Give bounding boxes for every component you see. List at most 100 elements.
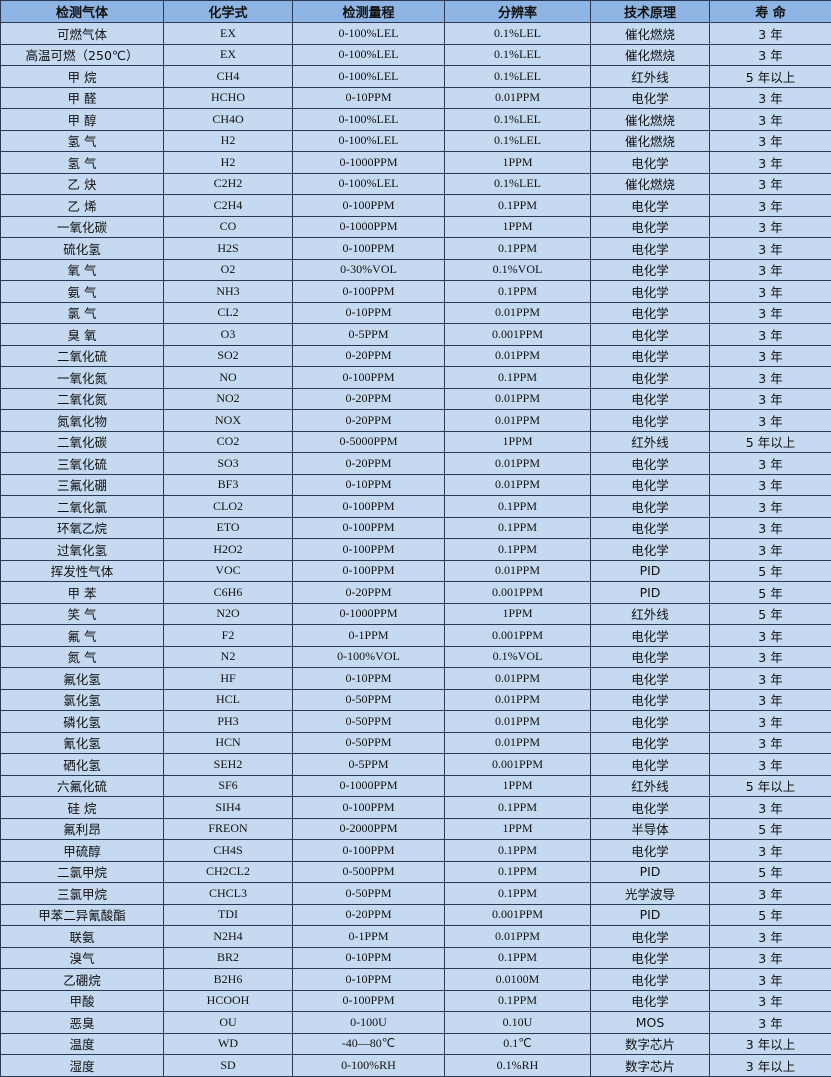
cell-formula: H2 (164, 130, 293, 152)
cell-lifespan: 3 年 (710, 216, 831, 238)
cell-lifespan: 3 年 (710, 195, 831, 217)
cell-resolution: 0.01PPM (445, 926, 591, 948)
cell-principle: 电化学 (591, 195, 710, 217)
cell-formula: H2S (164, 238, 293, 260)
cell-formula: PH3 (164, 711, 293, 733)
cell-principle: 电化学 (591, 367, 710, 389)
cell-principle: 催化燃烧 (591, 130, 710, 152)
cell-principle: 电化学 (591, 969, 710, 991)
cell-principle: 电化学 (591, 668, 710, 690)
cell-lifespan: 3 年 (710, 926, 831, 948)
cell-principle: 电化学 (591, 732, 710, 754)
cell-formula: BR2 (164, 947, 293, 969)
cell-gas: 环氧乙烷 (1, 517, 164, 539)
cell-resolution: 0.1PPM (445, 539, 591, 561)
cell-lifespan: 3 年 (710, 625, 831, 647)
cell-gas: 硫化氢 (1, 238, 164, 260)
cell-principle: 电化学 (591, 539, 710, 561)
cell-lifespan: 3 年 (710, 517, 831, 539)
cell-formula: N2H4 (164, 926, 293, 948)
cell-gas: 乙硼烷 (1, 969, 164, 991)
cell-resolution: 0.01PPM (445, 302, 591, 324)
cell-gas: 三氟化硼 (1, 474, 164, 496)
cell-range: 0-50PPM (293, 732, 445, 754)
header-formula: 化学式 (164, 1, 293, 23)
cell-lifespan: 3 年 (710, 969, 831, 991)
cell-gas: 磷化氢 (1, 711, 164, 733)
header-principle: 技术原理 (591, 1, 710, 23)
cell-range: 0-100PPM (293, 496, 445, 518)
cell-lifespan: 5 年以上 (710, 775, 831, 797)
cell-resolution: 0.1%LEL (445, 130, 591, 152)
cell-gas: 二氯甲烷 (1, 861, 164, 883)
cell-lifespan: 3 年 (710, 990, 831, 1012)
cell-resolution: 0.1%VOL (445, 646, 591, 668)
cell-range: 0-1000PPM (293, 216, 445, 238)
cell-range: 0-100%RH (293, 1055, 445, 1077)
cell-formula: HF (164, 668, 293, 690)
cell-formula: N2O (164, 603, 293, 625)
cell-lifespan: 3 年 (710, 324, 831, 346)
cell-formula: VOC (164, 560, 293, 582)
cell-lifespan: 3 年 (710, 23, 831, 45)
cell-resolution: 0.1PPM (445, 883, 591, 905)
cell-formula: HCOOH (164, 990, 293, 1012)
cell-formula: CO2 (164, 431, 293, 453)
cell-formula: N2 (164, 646, 293, 668)
cell-formula: CH4 (164, 66, 293, 88)
cell-formula: C2H4 (164, 195, 293, 217)
cell-resolution: 0.001PPM (445, 324, 591, 346)
cell-resolution: 0.1%VOL (445, 259, 591, 281)
cell-gas: 可燃气体 (1, 23, 164, 45)
cell-formula: NH3 (164, 281, 293, 303)
cell-lifespan: 3 年 (710, 689, 831, 711)
cell-resolution: 0.01PPM (445, 345, 591, 367)
cell-formula: SIH4 (164, 797, 293, 819)
cell-range: 0-20PPM (293, 904, 445, 926)
cell-principle: PID (591, 861, 710, 883)
cell-principle: 电化学 (591, 216, 710, 238)
cell-range: 0-10PPM (293, 87, 445, 109)
cell-lifespan: 3 年以上 (710, 1033, 831, 1055)
cell-lifespan: 3 年 (710, 410, 831, 432)
cell-lifespan: 3 年 (710, 109, 831, 131)
cell-resolution: 0.1PPM (445, 367, 591, 389)
cell-resolution: 0.01PPM (445, 410, 591, 432)
cell-gas: 氯化氢 (1, 689, 164, 711)
cell-range: 0-100PPM (293, 238, 445, 260)
cell-gas: 甲酸 (1, 990, 164, 1012)
cell-principle: 数字芯片 (591, 1055, 710, 1077)
cell-range: 0-1000PPM (293, 152, 445, 174)
cell-range: 0-20PPM (293, 410, 445, 432)
cell-lifespan: 3 年 (710, 238, 831, 260)
cell-gas: 氢 气 (1, 130, 164, 152)
cell-range: 0-10PPM (293, 969, 445, 991)
cell-lifespan: 5 年 (710, 861, 831, 883)
cell-resolution: 0.1PPM (445, 238, 591, 260)
cell-formula: EX (164, 23, 293, 45)
cell-range: 0-5PPM (293, 324, 445, 346)
cell-lifespan: 5 年 (710, 818, 831, 840)
cell-range: 0-5PPM (293, 754, 445, 776)
cell-principle: 光学波导 (591, 883, 710, 905)
cell-principle: 电化学 (591, 259, 710, 281)
cell-lifespan: 5 年 (710, 603, 831, 625)
cell-principle: 红外线 (591, 775, 710, 797)
cell-principle: 电化学 (591, 496, 710, 518)
cell-principle: 电化学 (591, 625, 710, 647)
cell-resolution: 1PPM (445, 152, 591, 174)
cell-formula: TDI (164, 904, 293, 926)
cell-range: 0-50PPM (293, 883, 445, 905)
